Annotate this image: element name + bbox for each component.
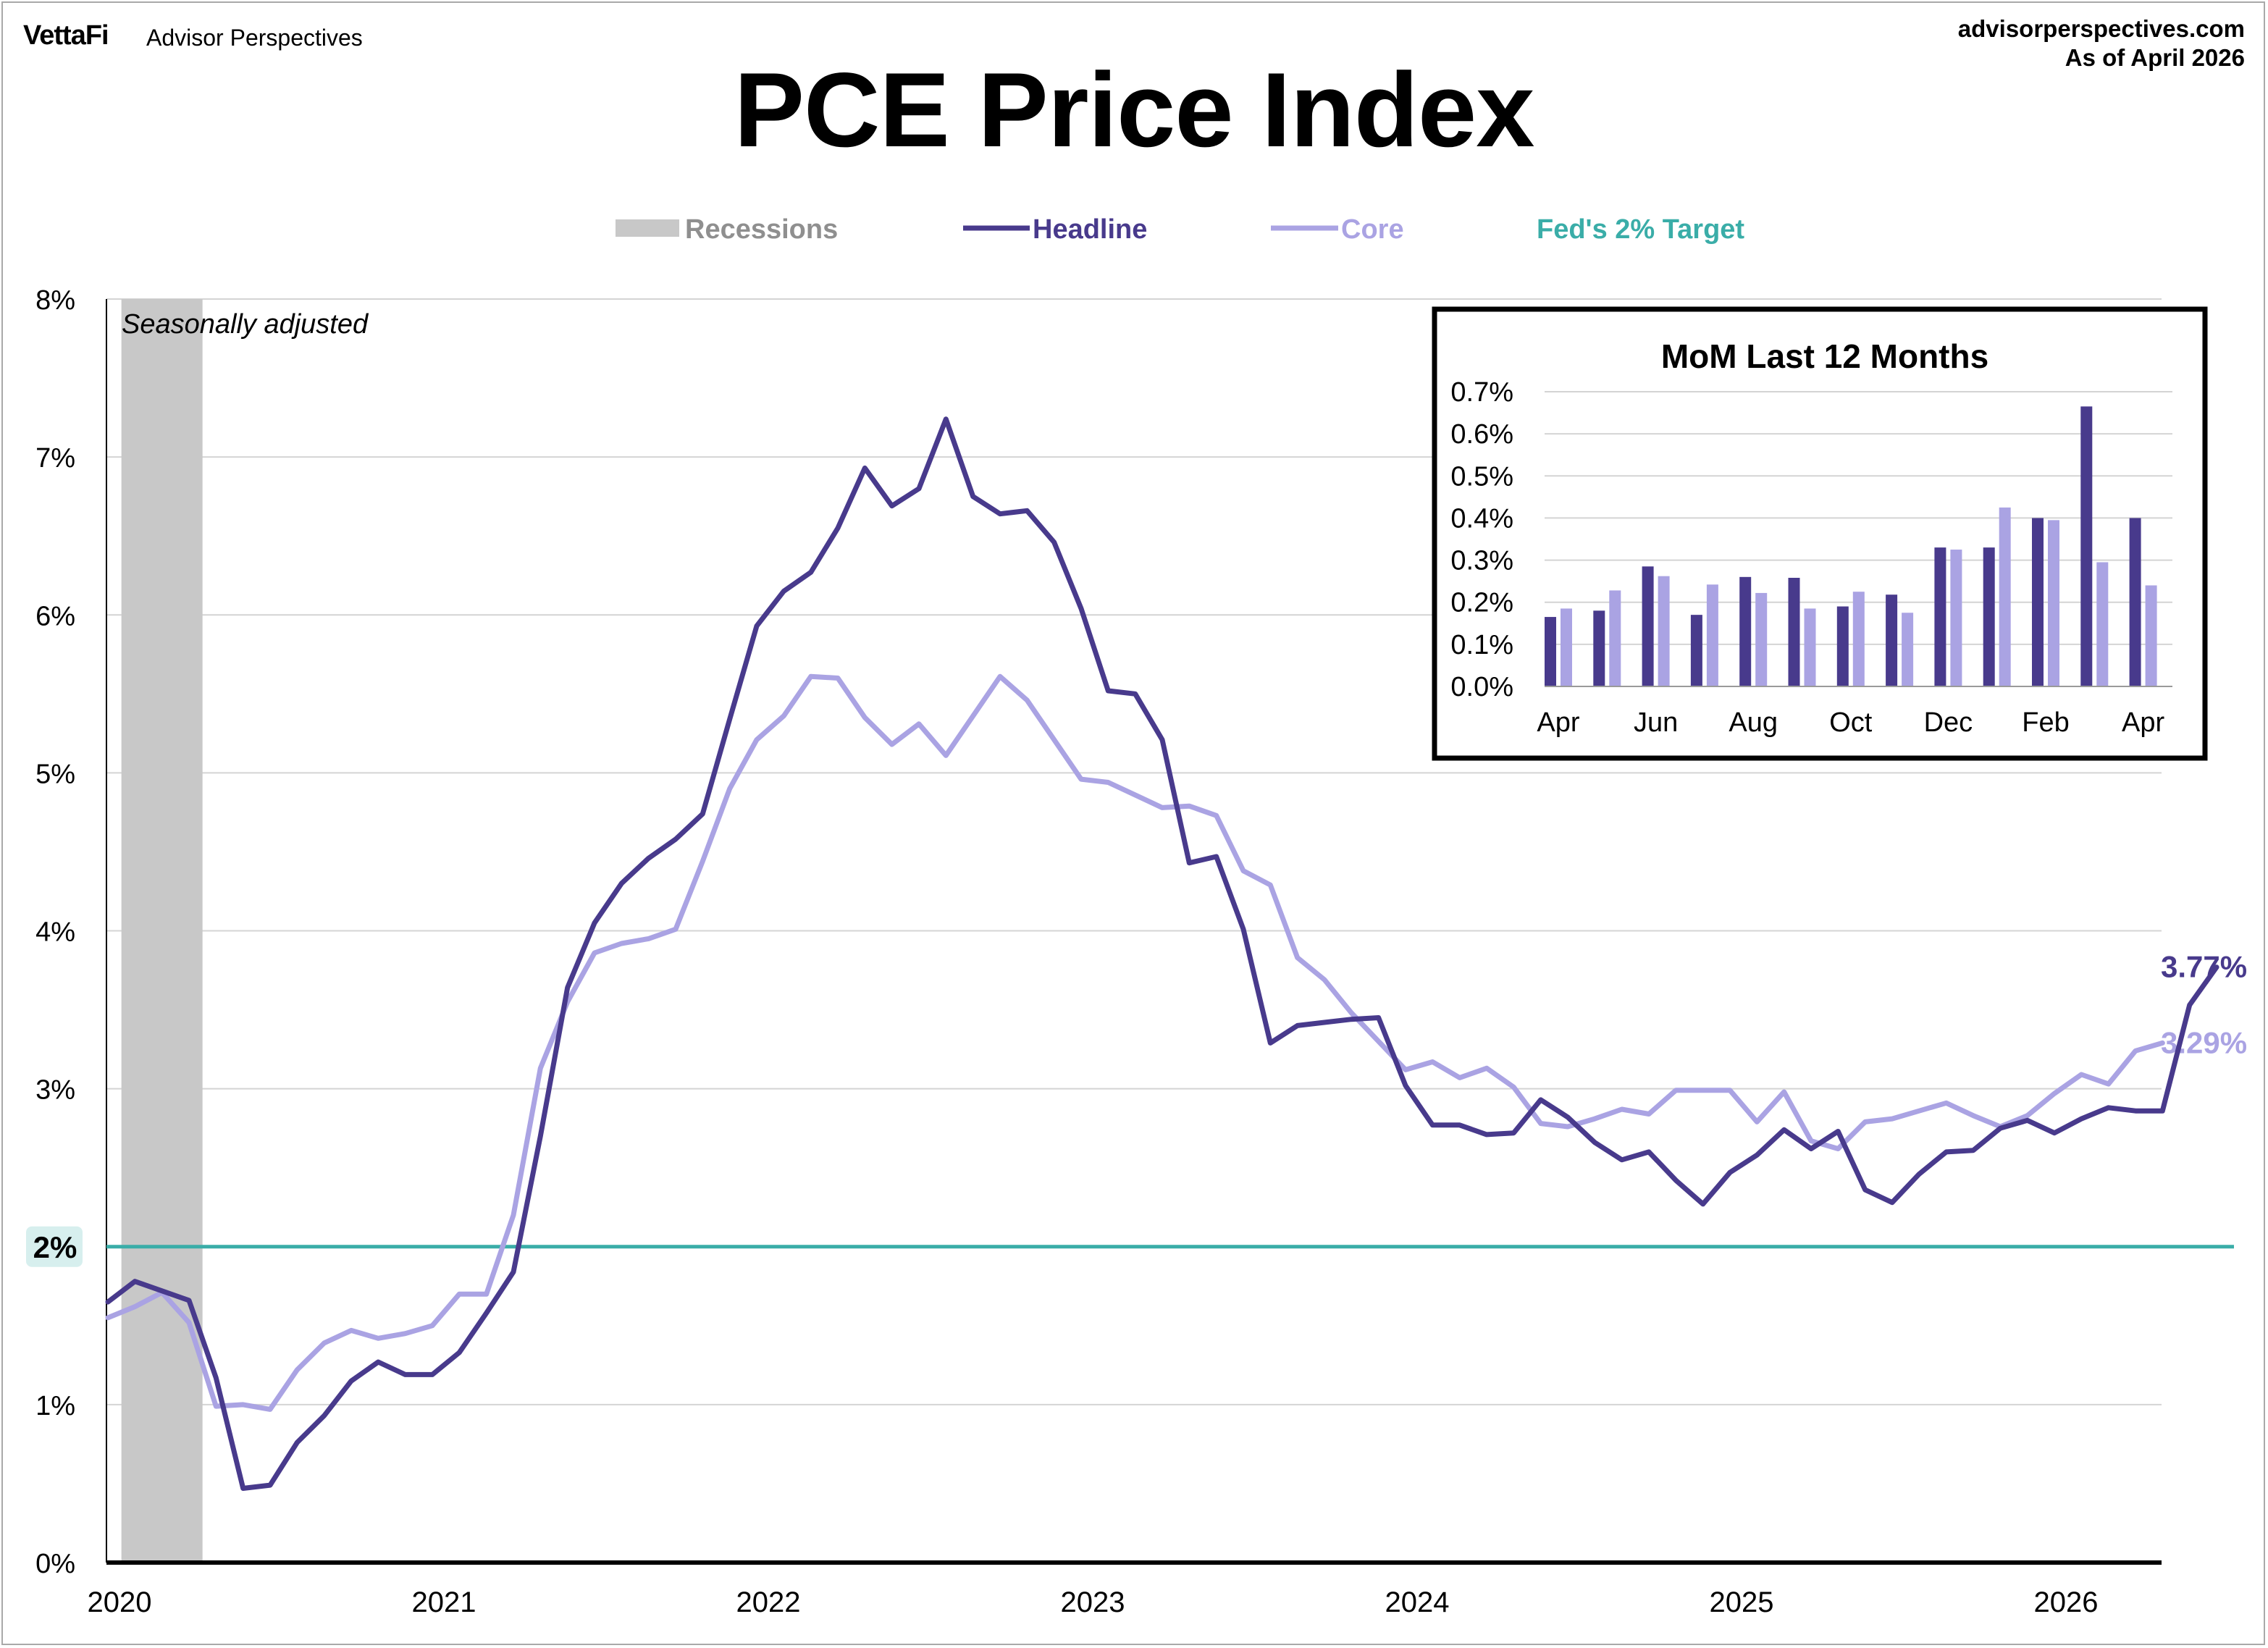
core-bar: [1561, 608, 1572, 686]
inset-x-tick-label: Apr: [1537, 707, 1579, 738]
core-line: [105, 673, 2165, 1412]
headline-bar: [1545, 617, 1556, 686]
inset-y-tick-label: 0.4%: [1450, 503, 1513, 534]
headline-bar: [2129, 518, 2141, 686]
headline-bar: [1788, 577, 1800, 686]
x-tick-label: 2023: [1061, 1586, 1125, 1618]
chart-title: PCE Price Index: [734, 51, 1535, 169]
x-tick-label: 2025: [1710, 1586, 1774, 1618]
as-of-date: As of April 2026: [2065, 44, 2245, 71]
legend-recessions-swatch: [616, 219, 679, 237]
headline-bar: [1836, 606, 1849, 686]
target-label: 2%: [33, 1230, 77, 1264]
headline-bar: [1934, 547, 1946, 686]
legend-headline-label: Headline: [1033, 214, 1147, 245]
core-bar: [1609, 590, 1621, 686]
core-bar: [1950, 550, 1962, 686]
inset-y-tick-label: 0.0%: [1450, 672, 1513, 702]
headline-line: [105, 416, 2219, 1491]
headline-bar: [1886, 594, 1898, 686]
recession-band-0: [121, 299, 203, 1563]
headline-bar: [1642, 566, 1654, 686]
y-tick-label: 7%: [35, 443, 75, 474]
headline-bar: [2032, 518, 2044, 686]
x-tick-label: 2021: [412, 1586, 476, 1618]
inset-y-tick-label: 0.2%: [1450, 588, 1513, 618]
x-tick-label: 2026: [2034, 1586, 2099, 1618]
y-tick-label: 1%: [35, 1391, 75, 1421]
inset-y-tick-label: 0.5%: [1450, 461, 1513, 492]
core-bar: [2096, 562, 2109, 686]
x-tick-label: 2024: [1385, 1586, 1450, 1618]
core-bar: [2048, 520, 2059, 686]
headline-bar: [1739, 576, 1752, 686]
inset-y-tick-label: 0.3%: [1450, 546, 1513, 576]
core-bar: [1755, 592, 1768, 686]
headline-bar: [1593, 610, 1605, 686]
site-url: advisorperspectives.com: [1957, 15, 2245, 42]
inset-x-tick-label: Dec: [1924, 707, 1973, 738]
core-bar: [1804, 608, 1816, 686]
inset-title: MoM Last 12 Months: [1661, 337, 1988, 375]
core-bar: [1852, 592, 1865, 686]
inset-x-tick-label: Apr: [2122, 707, 2164, 738]
core-bar: [1999, 507, 2011, 686]
seasonally-adjusted-note: Seasonally adjusted: [122, 309, 369, 340]
inset-x-tick-label: Feb: [2022, 707, 2069, 738]
y-tick-label: 5%: [35, 759, 75, 789]
core-end-label: 3.29%: [2161, 1025, 2247, 1059]
y-tick-label: 6%: [35, 601, 75, 631]
inset-x-tick-label: Jun: [1634, 707, 1678, 738]
core-bar: [1706, 584, 1718, 686]
y-tick-label: 3%: [35, 1075, 75, 1106]
brand-name: Advisor Perspectives: [146, 25, 363, 51]
y-tick-label: 0%: [35, 1549, 75, 1579]
source-block: advisorperspectives.com As of April 2026: [1958, 14, 2245, 72]
y-tick-label: 8%: [35, 285, 75, 316]
inset-y-tick-label: 0.1%: [1450, 630, 1513, 660]
headline-bar: [2080, 406, 2093, 686]
core-bar: [1902, 613, 1914, 686]
legend-core-label: Core: [1341, 214, 1404, 245]
x-tick-label: 2020: [88, 1586, 152, 1618]
inset-y-tick-label: 0.7%: [1450, 377, 1513, 408]
core-bar: [2145, 585, 2157, 686]
target-label-bg: [26, 1226, 83, 1267]
y-tick-label: 4%: [35, 917, 75, 948]
headline-bar: [1690, 615, 1702, 686]
headline-end-label: 3.77%: [2161, 950, 2247, 984]
headline-bar: [1983, 547, 1995, 686]
inset-y-tick-label: 0.6%: [1450, 419, 1513, 450]
x-tick-label: 2022: [736, 1586, 801, 1618]
inset-x-tick-label: Aug: [1729, 707, 1778, 738]
inset-x-tick-label: Oct: [1829, 707, 1873, 738]
legend-recessions-label: Recessions: [685, 214, 838, 245]
legend-target-label: Fed's 2% Target: [1537, 214, 1744, 245]
vettafi-logo: VettaFi: [23, 20, 109, 51]
core-bar: [1658, 576, 1670, 686]
